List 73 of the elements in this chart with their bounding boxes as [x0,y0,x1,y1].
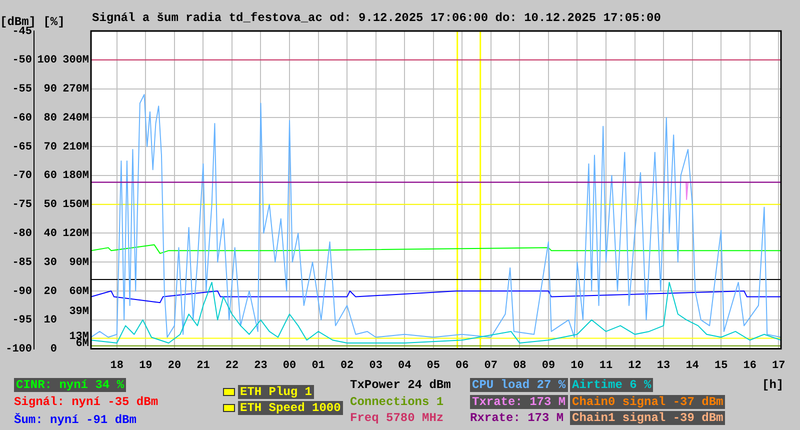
y3-tick-label: 180M [62,170,90,182]
y2-tick-label: 40 [44,228,57,240]
x-tick-label: 23 [254,360,268,372]
x-tick-label: 06 [456,360,469,372]
x-tick-label: 15 [714,360,728,372]
y2-tick-label: 20 [44,286,57,298]
x-tick-label: 14 [686,360,700,372]
legend-label: ETH Plug 1 [238,385,314,399]
x-tick-label: 22 [225,360,239,372]
text: Txrate: 173 M [470,395,568,409]
y3-tick-label: 240M [62,112,90,124]
x-tick-label: 18 [110,360,124,372]
y2-tick-label: 100 [37,54,57,67]
y-tick-label: -60 [12,112,32,124]
x-tick-label: 13 [656,360,671,372]
y-tick-label: -70 [12,170,32,182]
chart-title: Signál a šum radia td_festova_ac od: 9.12.2025 17:06:00 do: 10.12.2025 17:05:00 [92,11,661,25]
y-tick-label: -55 [12,84,32,96]
y2-tick-label: 50 [44,199,57,212]
y2-tick-label: 0 [50,344,57,356]
y2-tick-label: 30 [44,256,57,269]
x-tick-label: 00 [282,360,296,372]
x-axis-title: [h] [762,378,784,392]
x-tick-label: 04 [398,360,412,372]
legend-label: Chain1 signal -39 dBm [570,411,726,425]
y-tick-label: -65 [12,141,32,154]
y2-tick-label: 10 [44,314,57,327]
y-tick-label: -50 [12,54,32,67]
y-tick-label: -100 [6,344,32,356]
legend-label: Signál: nyní -35 dBm [14,395,158,409]
y3-tick-label: 210M [62,141,90,154]
x-tick-label: 17 [772,360,786,372]
text: Airtime 6 % [570,378,654,392]
y-tick-label: -80 [12,228,32,240]
x-tick-label: 08 [513,360,527,372]
y-tick-label: -90 [12,286,32,298]
text: Šum: nyní -91 dBm [14,413,136,427]
y2-tick-label: 90 [44,84,57,96]
y-tick-label: -75 [12,199,32,212]
x-tick-label: 16 [743,360,756,372]
y3-tick-label: 90M [69,256,90,269]
x-tick-label: 19 [139,360,152,372]
x-tick-label: 20 [168,360,182,372]
y2-tick-label: 70 [44,141,57,154]
text: Rxrate: 173 M [470,411,564,425]
text: CPU load 27 % [470,378,568,392]
x-tick-label: 01 [312,360,326,372]
y3-tick-label: 39M [69,306,90,318]
y3-tick-label: 60M [69,286,90,298]
x-tick-label: 10 [570,360,584,372]
y3-tick-label: 120M [62,228,90,240]
y2-tick-label: 80 [44,112,57,124]
x-tick-label: 21 [196,360,210,372]
legend-label: ETH Speed 1000 [238,401,343,415]
x-tick-label: 07 [484,360,498,372]
text: Connections 1 [350,395,444,409]
text: Freq 5780 MHz [350,411,444,425]
y3-tick-label: 270M [62,84,90,96]
y3-tick-label: 6M [76,338,90,350]
y3-tick-label: 300M [62,54,90,67]
x-tick-label: 02 [340,360,354,372]
x-tick-label: 11 [599,360,613,372]
legend-label: Chain0 signal -37 dBm [570,395,726,409]
x-tick-label: 09 [542,360,556,372]
y2-tick-label: 60 [44,170,57,182]
y-tick-label: -95 [12,314,32,327]
x-tick-label: 05 [426,360,440,372]
text: TxPower 24 dBm [350,378,451,392]
y3-tick-label: 150M [62,199,90,212]
x-tick-label: 12 [628,360,642,372]
y-tick-label: -85 [12,256,32,269]
x-tick-label: 03 [369,360,383,372]
text: CINR: nyní 34 % [14,378,126,392]
